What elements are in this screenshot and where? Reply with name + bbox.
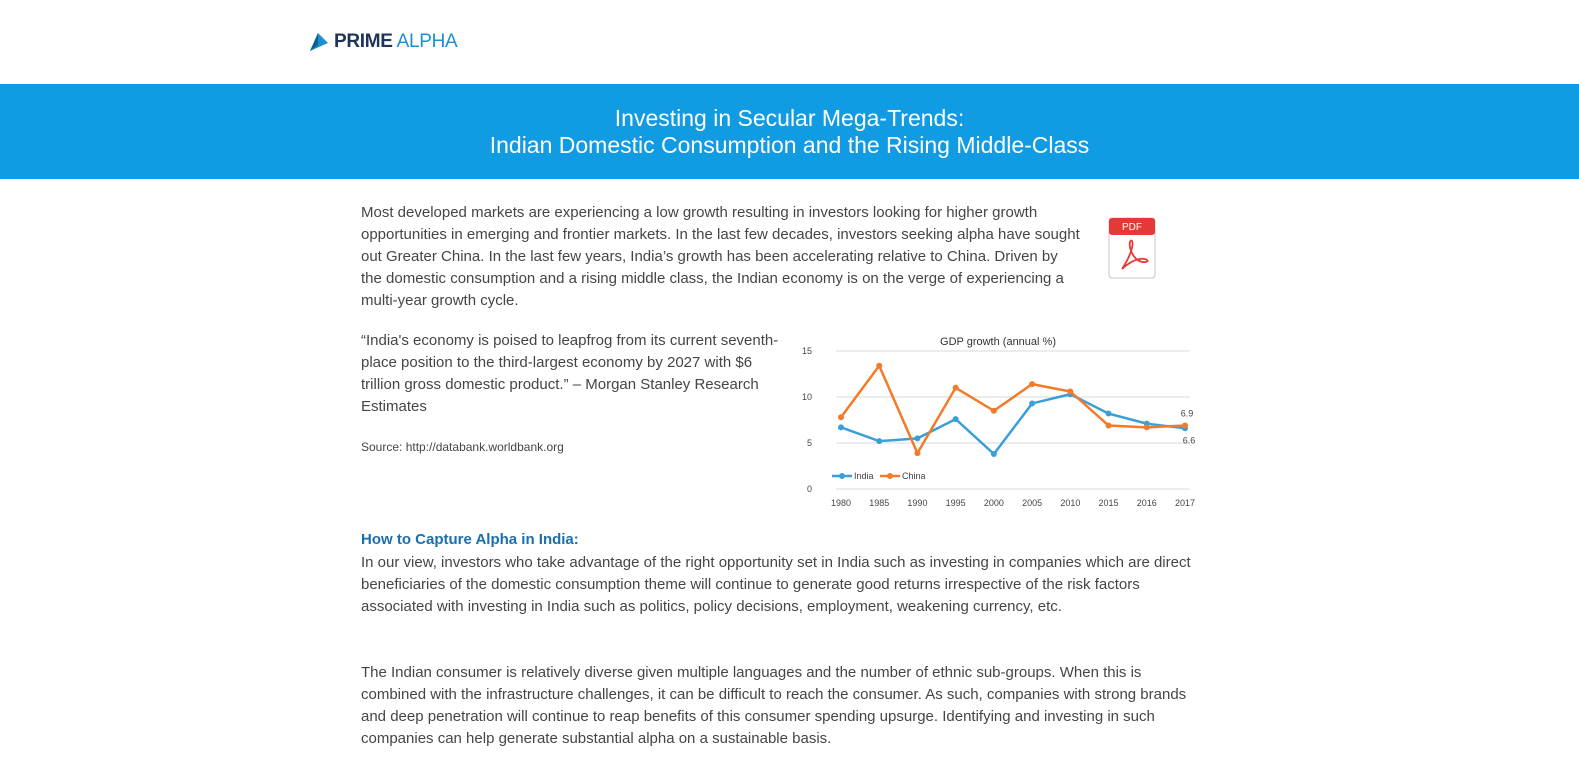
logo-text-prime: PRIME <box>334 31 393 52</box>
y-tick-label: 0 <box>807 484 812 494</box>
capture-alpha-paragraph: In our view, investors who take advantag… <box>361 554 1191 615</box>
data-point-china <box>1143 424 1150 431</box>
data-point-india <box>952 416 959 423</box>
data-label-india-2017: 6.6 <box>1183 435 1196 445</box>
legend-label: China <box>902 471 926 481</box>
data-point-china <box>1182 422 1188 429</box>
data-point-china <box>914 450 921 457</box>
logo-text: PRIME ALPHA <box>334 31 458 53</box>
data-point-china <box>990 407 997 414</box>
x-tick-label: 2017 <box>1175 498 1195 508</box>
data-point-india <box>838 424 844 431</box>
pdf-label: PDF <box>1122 222 1142 233</box>
data-point-china <box>952 384 959 391</box>
logo-text-alpha: ALPHA <box>396 31 458 52</box>
data-point-china <box>1105 422 1112 429</box>
chart-title: GDP growth (annual %) <box>940 336 1056 348</box>
data-point-india <box>990 451 997 458</box>
indian-consumer-paragraph: The Indian consumer is relatively divers… <box>361 664 1187 747</box>
title-banner: Investing in Secular Mega-Trends: Indian… <box>0 84 1579 179</box>
data-label-china-2017: 6.9 <box>1181 409 1194 419</box>
data-point-india <box>914 435 921 442</box>
intro-paragraph: Most developed markets are experiencing … <box>361 204 1080 309</box>
x-tick-label: 1995 <box>946 498 966 508</box>
pdf-file-icon: PDF <box>1108 217 1156 279</box>
x-tick-label: 2016 <box>1137 498 1157 508</box>
legend-marker <box>887 473 893 479</box>
logo-mark-icon <box>310 33 328 51</box>
x-tick-label: 1985 <box>869 498 889 508</box>
x-tick-label: 2015 <box>1099 498 1119 508</box>
x-tick-label: 2005 <box>1022 498 1042 508</box>
legend-marker <box>839 473 845 479</box>
data-point-china <box>1029 381 1036 388</box>
x-tick-label: 1990 <box>907 498 927 508</box>
data-point-china <box>1067 388 1074 395</box>
data-point-india <box>876 438 883 445</box>
data-point-china <box>838 414 844 421</box>
y-tick-label: 15 <box>802 346 812 356</box>
quote-text: “India's economy is poised to leapfrog f… <box>361 332 779 415</box>
series-line-india <box>840 392 1186 456</box>
prime-alpha-logo[interactable]: PRIME ALPHA <box>308 29 458 55</box>
legend-label: India <box>854 471 874 481</box>
data-point-india <box>1029 400 1036 407</box>
series-line-china <box>839 363 1186 456</box>
x-tick-label: 1980 <box>831 498 851 508</box>
data-point-china <box>876 362 883 369</box>
y-tick-label: 10 <box>802 392 812 402</box>
x-tick-label: 2010 <box>1060 498 1080 508</box>
data-point-india <box>1105 410 1112 417</box>
banner-title-line-2: Indian Domestic Consumption and the Risi… <box>489 132 1090 158</box>
banner-title-line-1: Investing in Secular Mega-Trends: <box>614 105 965 131</box>
x-tick-label: 2000 <box>984 498 1004 508</box>
gdp-growth-chart: GDP growth (annual %) 0 5 10 15 1980 1985 1990 1… <box>802 336 1196 508</box>
y-tick-label: 5 <box>807 438 812 448</box>
pdf-download-link[interactable]: PDF <box>1108 217 1156 279</box>
source-citation: Source: http://databank.worldbank.org <box>361 440 564 454</box>
section-heading: How to Capture Alpha in India: <box>361 531 579 548</box>
